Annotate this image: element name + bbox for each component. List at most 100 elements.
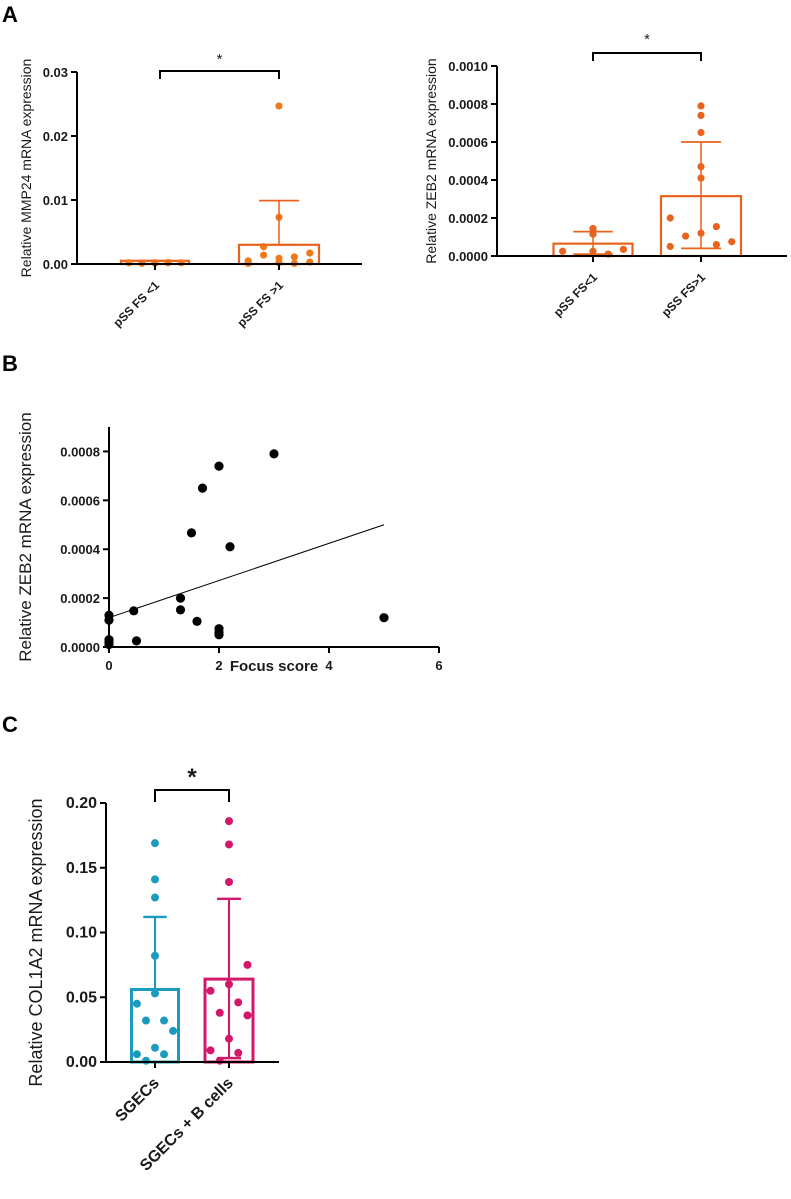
y-tick-label: 0.00 xyxy=(66,1054,97,1071)
y-tick-label: 0.15 xyxy=(66,860,97,877)
significance-bracket xyxy=(592,52,702,61)
data-point xyxy=(215,1008,224,1017)
data-point xyxy=(175,605,186,615)
data-point xyxy=(697,102,705,110)
data-point xyxy=(125,259,133,267)
y-tick-label: 0.0000 xyxy=(60,640,100,655)
data-point xyxy=(234,998,243,1007)
y-axis-title: Relative ZEB2 mRNA expression xyxy=(16,412,35,661)
x-axis-title: Focus score xyxy=(230,658,318,675)
y-tick-label: 0.0004 xyxy=(60,542,101,557)
data-point xyxy=(197,483,208,493)
data-point xyxy=(151,893,159,902)
y-axis-title: Relative MMP24 mRNA expression xyxy=(18,59,34,278)
y-tick-label: 0.0010 xyxy=(448,59,488,74)
data-point xyxy=(728,238,736,246)
x-tick-label: pSS FS>1 xyxy=(659,270,709,320)
data-point xyxy=(243,1011,252,1020)
x-tick-label: 4 xyxy=(325,658,333,673)
data-point xyxy=(260,251,268,259)
panel-label-b: B xyxy=(2,351,18,376)
y-tick-label: 0.01 xyxy=(43,193,68,208)
significance-star: * xyxy=(187,764,197,791)
data-point xyxy=(192,616,202,626)
data-point xyxy=(214,461,224,471)
significance-bracket xyxy=(159,70,280,79)
data-point xyxy=(225,817,233,826)
y-tick-label: 0.0006 xyxy=(60,493,100,508)
y-tick-label: 0.0000 xyxy=(448,249,488,264)
data-point xyxy=(151,839,159,848)
data-point xyxy=(104,615,114,625)
data-point xyxy=(151,989,159,998)
data-point xyxy=(225,840,233,849)
y-tick-label: 0.0002 xyxy=(448,211,488,226)
data-point xyxy=(132,1050,141,1059)
data-point xyxy=(132,999,141,1008)
data-point xyxy=(169,1026,178,1035)
data-point xyxy=(175,593,186,603)
x-tick-label: pSS FS >1 xyxy=(234,278,286,330)
data-point xyxy=(206,986,215,995)
significance-bracket xyxy=(154,789,230,802)
data-point xyxy=(151,875,159,884)
significance-star: * xyxy=(217,51,223,68)
data-point xyxy=(379,613,389,623)
data-point xyxy=(712,222,720,231)
data-point xyxy=(619,245,627,253)
data-point xyxy=(666,242,674,251)
y-tick-label: 0.05 xyxy=(66,989,97,1006)
y-axis-title: Relative ZEB2 mRNA expression xyxy=(423,58,439,263)
data-point xyxy=(697,111,705,119)
data-point xyxy=(129,606,139,616)
chart-zeb2-scatter: 0.0000 0.0002 0.0004 0.0006 0.0008 0 2 4 6 Focus … xyxy=(16,412,443,675)
data-point xyxy=(141,1016,150,1025)
data-point xyxy=(225,542,235,552)
data-point xyxy=(206,1046,215,1055)
data-point xyxy=(214,630,224,640)
y-tick-label: 0.0008 xyxy=(60,444,100,459)
panel-label-a: A xyxy=(2,2,18,27)
data-point xyxy=(290,253,298,261)
x-tick-label: 0 xyxy=(105,658,112,673)
data-point xyxy=(186,528,197,538)
significance-star: * xyxy=(644,31,650,48)
data-point xyxy=(141,1056,150,1065)
data-point xyxy=(306,249,314,257)
data-point xyxy=(177,259,185,267)
chart-zeb2-bar: 0.0000 0.0002 0.0004 0.0006 0.0008 0.0010 pSS … xyxy=(423,31,787,319)
regression-line xyxy=(108,524,385,619)
data-point xyxy=(275,102,283,110)
data-point xyxy=(160,1016,169,1025)
y-tick-label: 0.02 xyxy=(43,129,68,144)
x-tick-label: SGECs xyxy=(112,1075,162,1125)
chart-mmp24: 0.00 0.01 0.02 0.03 pSS FS <1 pSS FS >1 Relati… xyxy=(18,51,362,330)
y-tick-label: 0.0004 xyxy=(448,173,489,188)
data-point xyxy=(131,636,142,646)
x-tick-label: pSS FS<1 xyxy=(551,270,601,320)
data-point xyxy=(104,639,114,650)
y-tick-label: 0.0008 xyxy=(448,97,488,112)
data-point xyxy=(151,1043,159,1052)
data-point xyxy=(666,214,674,222)
data-point xyxy=(269,449,279,459)
y-tick-label: 0.10 xyxy=(66,925,97,942)
data-point xyxy=(682,232,690,240)
data-point xyxy=(225,877,233,886)
data-point xyxy=(712,241,720,249)
y-axis-title: Relative COL1A2 mRNA expression xyxy=(26,798,46,1086)
x-tick-label: pSS FS <1 xyxy=(110,278,162,330)
data-point xyxy=(559,247,567,255)
data-point xyxy=(234,1048,243,1057)
y-tick-label: 0.0006 xyxy=(448,135,488,150)
y-tick-label: 0.0002 xyxy=(60,591,100,606)
data-point xyxy=(160,1050,169,1059)
data-point xyxy=(243,960,252,969)
y-tick-label: 0.20 xyxy=(66,795,97,812)
x-tick-label: 2 xyxy=(215,658,222,673)
y-tick-label: 0.03 xyxy=(43,65,68,80)
data-point xyxy=(697,128,705,137)
panel-label-c: C xyxy=(2,712,18,737)
